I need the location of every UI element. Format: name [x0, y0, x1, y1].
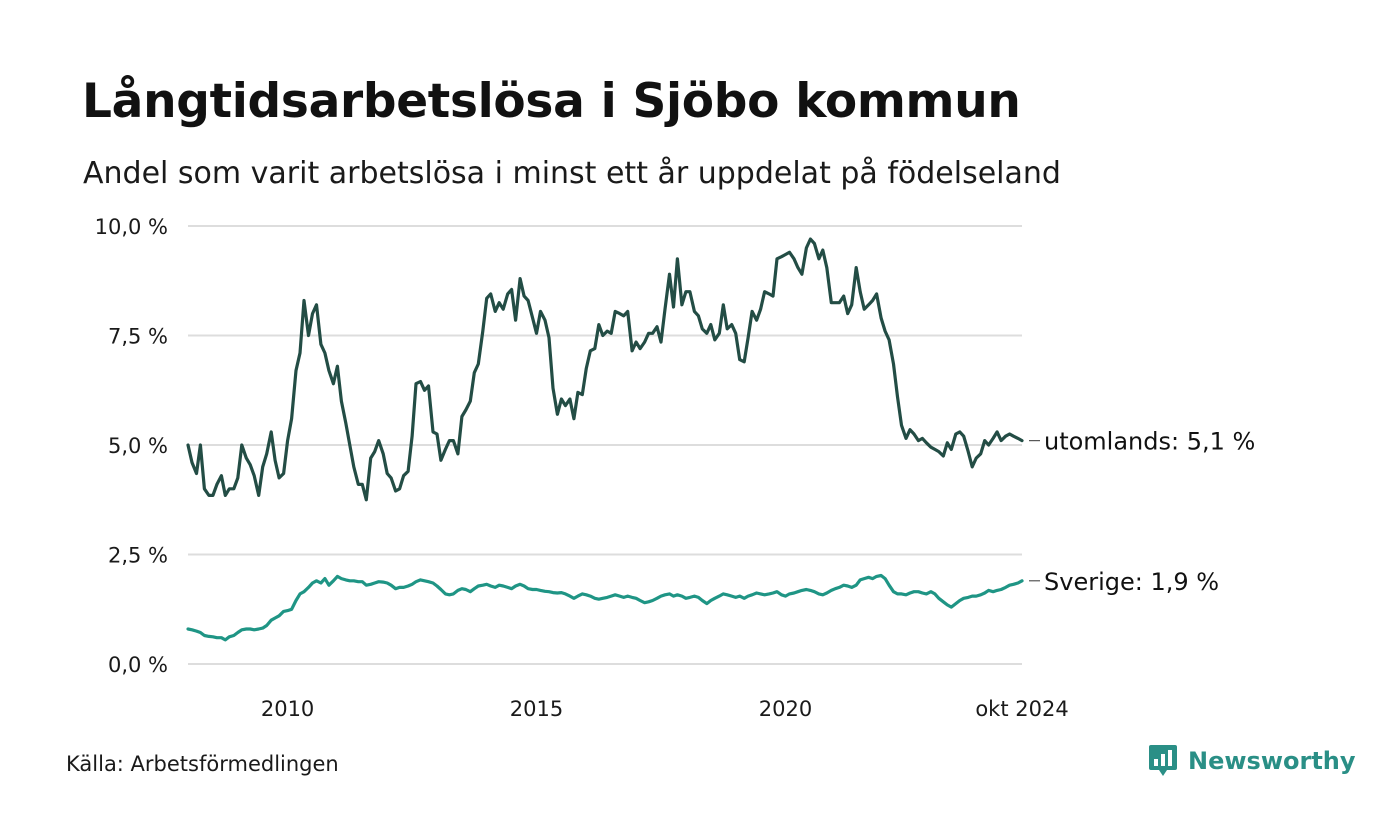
bar-chart-icon [1149, 745, 1177, 776]
brand-logo[interactable]: Newsworthy [1148, 744, 1356, 778]
x-tick-label: okt 2024 [975, 697, 1068, 721]
grid-lines [188, 225, 1022, 665]
series-line-utomlands [186, 237, 1024, 502]
y-tick-label: 7,5 % [108, 325, 168, 349]
brand-name: Newsworthy [1188, 747, 1356, 775]
series-lines [186, 237, 1024, 642]
y-tick-label: 0,0 % [108, 653, 168, 677]
source-note: Källa: Arbetsförmedlingen [66, 752, 339, 776]
x-tick-label: 2015 [510, 697, 563, 721]
end-label-sverige: Sverige: 1,9 % [1044, 568, 1219, 596]
x-tick-label: 2010 [261, 697, 314, 721]
page-subtitle: Andel som varit arbetslösa i minst ett å… [83, 156, 1061, 191]
y-tick-label: 5,0 % [108, 434, 168, 458]
y-tick-label: 10,0 % [95, 215, 168, 239]
x-tick-label: 2020 [759, 697, 812, 721]
x-axis-ticks: 2010 2015 2020 okt 2024 [261, 697, 1069, 721]
end-label-utomlands: utomlands: 5,1 % [1044, 428, 1255, 456]
series-end-labels: utomlands: 5,1 % Sverige: 1,9 % [1029, 428, 1255, 596]
y-tick-label: 2,5 % [108, 544, 168, 568]
series-line-sverige [186, 573, 1024, 642]
y-axis-ticks: 0,0 % 2,5 % 5,0 % 7,5 % 10,0 % [95, 215, 168, 677]
page-title: Långtidsarbetslösa i Sjöbo kommun [82, 74, 1021, 129]
